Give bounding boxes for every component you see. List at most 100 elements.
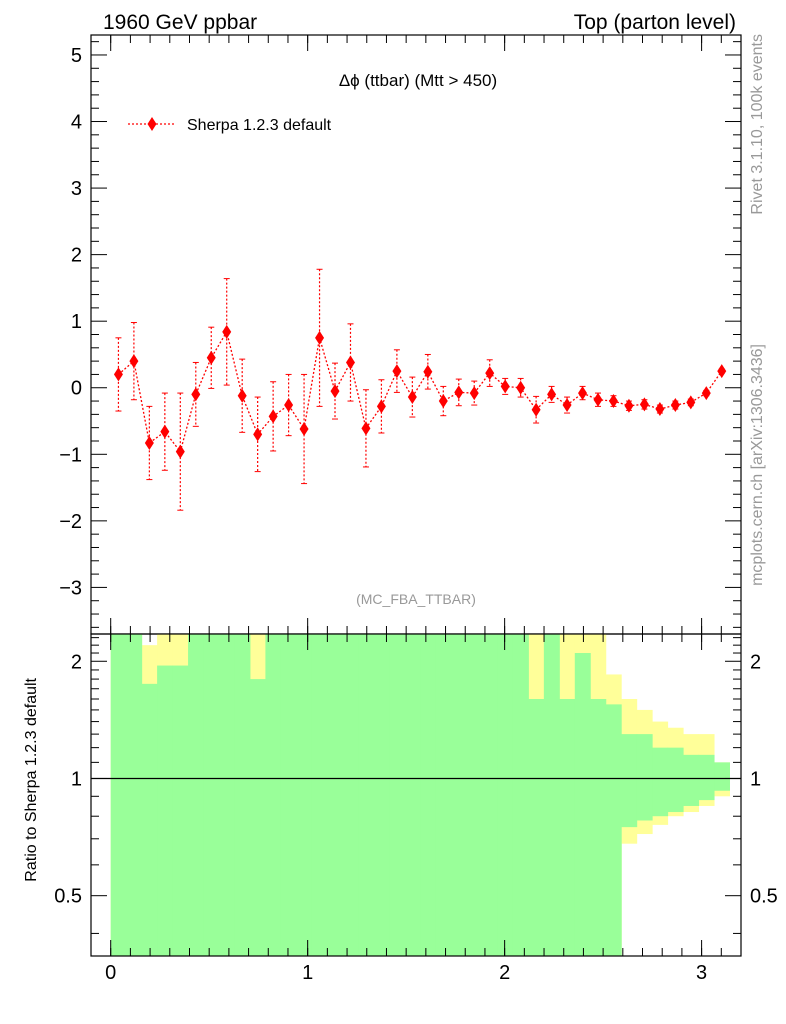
ratio-x-tick-label: 2 <box>499 962 510 984</box>
inner-band-bin <box>621 734 638 828</box>
inner-band-bin <box>451 634 468 956</box>
ratio-y-tick-label: 1 <box>71 768 82 790</box>
data-point <box>423 364 433 379</box>
inner-band-bin <box>420 634 437 956</box>
data-point <box>407 390 417 405</box>
side-rivet-label: Rivet 3.1.10, 100k events <box>749 34 766 215</box>
data-point <box>345 355 355 370</box>
ratio-y-tick-label-right: 2 <box>750 651 761 673</box>
inner-band-bin <box>404 634 421 956</box>
data-point <box>315 330 325 345</box>
data-point <box>608 394 618 409</box>
data-point <box>237 388 247 403</box>
main-y-tick-label: 2 <box>71 245 82 267</box>
inner-band-bin <box>188 634 205 956</box>
data-point <box>330 384 340 399</box>
ratio-y-tick-label-right: 1 <box>750 768 761 790</box>
data-point <box>438 394 448 409</box>
data-point <box>222 324 232 339</box>
legend-marker <box>147 117 157 131</box>
data-point <box>376 399 386 414</box>
inner-band-bin <box>605 704 622 956</box>
inner-band-bin <box>157 665 174 956</box>
main-y-tick-label: −2 <box>59 511 82 533</box>
inner-band-bin <box>110 634 127 956</box>
main-y-tick-label: 0 <box>71 378 82 400</box>
inner-band-bin <box>466 634 483 956</box>
inner-band-bin <box>389 634 406 956</box>
inner-band-bin <box>126 634 143 956</box>
data-point <box>578 386 588 401</box>
inner-band-bin <box>249 679 266 956</box>
header-process-label: Top (parton level) <box>574 11 736 34</box>
ratio-x-tick-label: 1 <box>302 962 313 984</box>
inner-band-bin <box>141 683 158 956</box>
inner-band-bin <box>528 699 545 956</box>
main-y-tick-label: 3 <box>71 178 82 200</box>
inner-band-bin <box>327 634 344 956</box>
inner-band-bin <box>296 634 313 956</box>
main-y-tick-label: −3 <box>59 577 82 599</box>
inner-band-bin <box>652 747 669 817</box>
inner-band-bin <box>342 634 359 956</box>
ratio-x-tick-label: 3 <box>696 962 707 984</box>
inner-band-bin <box>497 634 514 956</box>
main-y-tick-label: 5 <box>71 45 82 67</box>
data-point <box>562 398 572 413</box>
inner-band-bin <box>218 634 235 956</box>
data-point <box>639 397 649 412</box>
inner-band-bin <box>481 634 498 956</box>
data-point <box>206 350 216 365</box>
data-point <box>500 379 510 394</box>
data-point <box>624 398 634 413</box>
inner-band-bin <box>667 747 684 813</box>
data-point <box>655 402 665 417</box>
header-energy-label: 1960 GeV ppbar <box>103 11 257 34</box>
data-point <box>191 387 201 402</box>
ratio-x-tick-label: 0 <box>105 962 116 984</box>
data-point <box>392 364 402 379</box>
data-point <box>175 444 185 459</box>
inner-band-bin <box>590 699 607 956</box>
inner-band-bin <box>636 734 653 821</box>
inner-band-bin <box>683 754 700 806</box>
data-point <box>113 367 123 382</box>
ratio-y-tick-label: 2 <box>71 651 82 673</box>
data-point <box>268 409 278 424</box>
data-point <box>144 435 154 450</box>
inner-band-bin <box>311 634 328 956</box>
inner-band-bin <box>203 634 220 956</box>
inner-band-bin <box>512 634 529 956</box>
inner-band-bin <box>172 665 189 956</box>
plot-title: Δϕ (ttbar) (Mtt > 450) <box>339 71 497 90</box>
data-point <box>454 385 464 400</box>
side-mcplots-label: mcplots.cern.ch [arXiv:1306.3436] <box>749 344 766 586</box>
data-point <box>299 422 309 437</box>
data-point <box>284 398 294 413</box>
inner-band-bin <box>265 634 282 956</box>
inner-band-bin <box>280 634 297 956</box>
main-panel: Δϕ (ttbar) (Mtt > 450) (MC_FBA_TTBAR) −3 −2… <box>59 34 742 635</box>
inner-band-bin <box>698 754 715 801</box>
inner-band-bin <box>714 762 730 791</box>
inner-band-bin <box>543 634 560 956</box>
data-point <box>129 354 139 369</box>
main-y-tick-label: 4 <box>71 112 82 134</box>
ratio-y-tick-label: 0.5 <box>54 886 82 908</box>
inner-band-bin <box>574 653 591 956</box>
data-point <box>593 392 603 407</box>
inner-band-bin <box>373 634 390 956</box>
data-point <box>547 387 557 402</box>
series-line <box>118 330 723 454</box>
ratio-panel: 0.5 0.5 1 1 2 2 0 1 2 3 <box>54 633 778 984</box>
inner-band-bin <box>234 634 251 956</box>
legend-label: Sherpa 1.2.3 default <box>187 117 332 134</box>
main-y-tick-label: −1 <box>59 444 82 466</box>
ratio-y-axis-label: Ratio to Sherpa 1.2.3 default <box>23 677 40 881</box>
data-point <box>469 386 479 401</box>
data-point <box>531 402 541 417</box>
data-point <box>516 380 526 395</box>
watermark-label: (MC_FBA_TTBAR) <box>356 591 476 607</box>
ratio-frame <box>90 633 742 957</box>
